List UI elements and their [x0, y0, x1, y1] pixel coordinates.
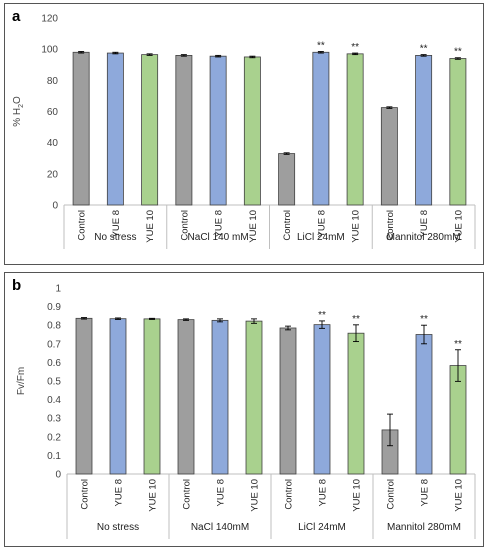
x-group-label: Mannitol 280mM — [387, 232, 461, 243]
bar — [279, 327, 297, 475]
x-category-label: Control — [77, 210, 88, 241]
bar — [209, 55, 227, 206]
x-category-label: Control — [386, 479, 397, 510]
x-category-label: YUE 10 — [148, 479, 159, 512]
x-group-label: NaCl 140mM — [191, 522, 249, 533]
bar — [313, 324, 331, 475]
significance-mark: ** — [420, 314, 428, 325]
x-category-label: YUE 8 — [214, 210, 225, 237]
y-tick-label: 0.7 — [47, 339, 61, 350]
bar — [75, 317, 93, 475]
y-tick-label: 0.2 — [47, 432, 61, 443]
x-category-label: Control — [179, 210, 190, 241]
bar — [415, 55, 433, 206]
bar — [278, 153, 296, 206]
x-category-label: YUE 8 — [419, 210, 430, 237]
y-tick-label: 0.1 — [47, 451, 61, 462]
bar — [449, 365, 467, 475]
bar — [177, 319, 195, 475]
bar — [109, 318, 127, 475]
y-tick-label: 60 — [47, 107, 59, 118]
x-category-label: YUE 10 — [248, 210, 259, 243]
x-category-label: Control — [182, 479, 193, 510]
x-group-label: LiCl 24mM — [297, 232, 345, 243]
x-category-label: YUE 10 — [250, 479, 261, 512]
x-category-label: Control — [284, 479, 295, 510]
y-tick-label: 0.4 — [47, 395, 61, 406]
bar — [347, 332, 365, 475]
bar — [211, 319, 229, 475]
x-category-label: YUE 10 — [453, 210, 464, 243]
bar — [72, 51, 90, 206]
x-category-label: YUE 8 — [316, 210, 327, 237]
bar — [245, 320, 263, 475]
bar — [175, 55, 193, 206]
panel-letter: a — [12, 8, 21, 25]
bar — [380, 107, 398, 206]
x-group-label: No stress — [97, 522, 139, 533]
x-category-label: YUE 10 — [454, 479, 465, 512]
bar — [106, 52, 124, 206]
y-axis-label: Fv/Fm — [16, 367, 27, 395]
x-category-label: YUE 8 — [420, 479, 431, 506]
x-group-label: NaCl 140 mM — [188, 232, 249, 243]
x-group-label: Mannitol 280mM — [387, 522, 461, 533]
y-tick-label: 0.3 — [47, 414, 61, 425]
y-tick-label: 40 — [47, 138, 59, 149]
x-category-label: YUE 10 — [351, 210, 362, 243]
bar — [312, 51, 330, 206]
x-category-label: YUE 10 — [352, 479, 363, 512]
bar — [243, 56, 261, 206]
significance-mark: ** — [318, 310, 326, 321]
y-tick-label: 0.9 — [47, 302, 61, 313]
chart-panel-b: b Fv/Fm 0 0.1 0.2 0.3 0.4 0.5 0.6 0.7 0.8 0.9 1 Contr… — [4, 272, 484, 547]
y-tick-label: 20 — [47, 169, 59, 180]
y-tick-label: 80 — [47, 76, 59, 87]
chart-panel-a: a% H2O 0 20 40 60 80 100 120 Control YUE 8 YUE 10 N… — [4, 3, 484, 265]
x-category-label: YUE 8 — [318, 479, 329, 506]
x-category-label: YUE 8 — [114, 479, 125, 506]
bar — [141, 54, 159, 206]
x-category-label: YUE 8 — [216, 479, 227, 506]
x-category-label: Control — [80, 479, 91, 510]
significance-mark: ** — [351, 42, 359, 53]
panel-letter: b — [12, 277, 21, 294]
y-tick-label: 0 — [52, 201, 58, 212]
y-tick-label: 120 — [41, 14, 58, 25]
chart-b-svg: b Fv/Fm 0 0.1 0.2 0.3 0.4 0.5 0.6 0.7 0.8 0.9 1 Contr… — [12, 277, 476, 539]
y-tick-label: 0 — [55, 470, 61, 481]
y-tick-label: 100 — [41, 45, 58, 56]
bar — [415, 334, 433, 475]
significance-mark: ** — [352, 314, 360, 325]
x-category-label: YUE 10 — [145, 210, 156, 243]
x-group-label: LiCl 24mM — [298, 522, 346, 533]
significance-mark: ** — [420, 44, 428, 55]
x-category-label: Control — [385, 210, 396, 241]
y-tick-label: 0.6 — [47, 358, 61, 369]
bar — [346, 53, 364, 206]
bar — [143, 318, 161, 475]
x-category-label: YUE 8 — [111, 210, 122, 237]
significance-mark: ** — [317, 41, 325, 52]
significance-mark: ** — [454, 47, 462, 58]
y-tick-label: 0.8 — [47, 321, 61, 332]
significance-mark: ** — [454, 339, 462, 350]
y-tick-label: 1 — [55, 284, 61, 295]
x-category-label: Control — [282, 210, 293, 241]
y-axis-label: % H2O — [12, 96, 25, 127]
y-tick-label: 0.5 — [47, 377, 61, 388]
bar — [449, 58, 467, 206]
x-group-label: No stress — [94, 232, 136, 243]
